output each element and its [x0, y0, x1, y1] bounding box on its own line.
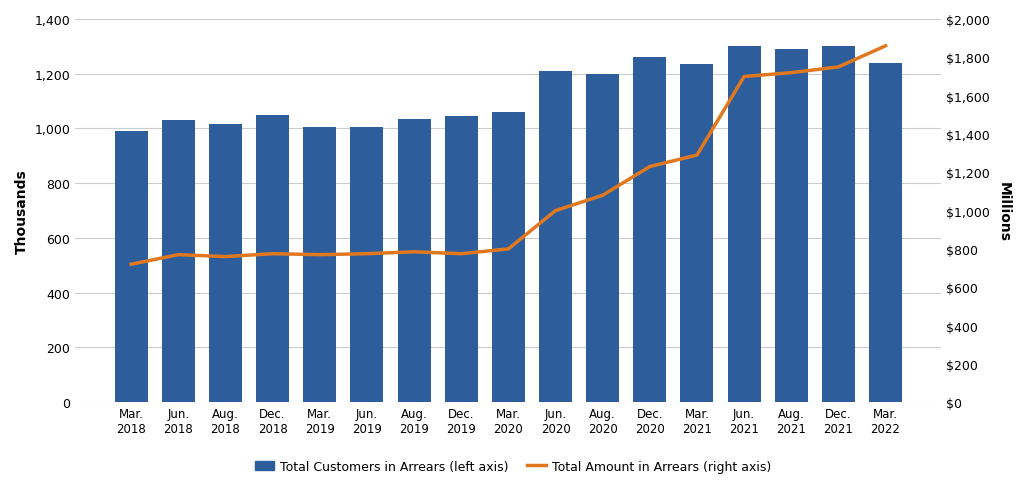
Y-axis label: Millions: Millions — [997, 181, 1011, 241]
Bar — [351, 128, 384, 402]
Bar — [680, 65, 713, 402]
Bar — [491, 113, 525, 402]
Bar — [775, 50, 807, 402]
Bar — [822, 47, 855, 402]
Bar — [397, 120, 431, 402]
Bar — [115, 132, 148, 402]
Bar — [586, 75, 619, 402]
Bar — [304, 128, 337, 402]
Y-axis label: Thousands: Thousands — [15, 169, 29, 254]
Legend: Total Customers in Arrears (left axis), Total Amount in Arrears (right axis): Total Customers in Arrears (left axis), … — [249, 455, 777, 478]
Bar — [162, 121, 195, 402]
Bar — [869, 64, 902, 402]
Bar — [209, 125, 242, 402]
Bar — [633, 58, 666, 402]
Bar — [444, 117, 478, 402]
Bar — [539, 72, 573, 402]
Bar — [256, 116, 289, 402]
Bar — [727, 47, 760, 402]
